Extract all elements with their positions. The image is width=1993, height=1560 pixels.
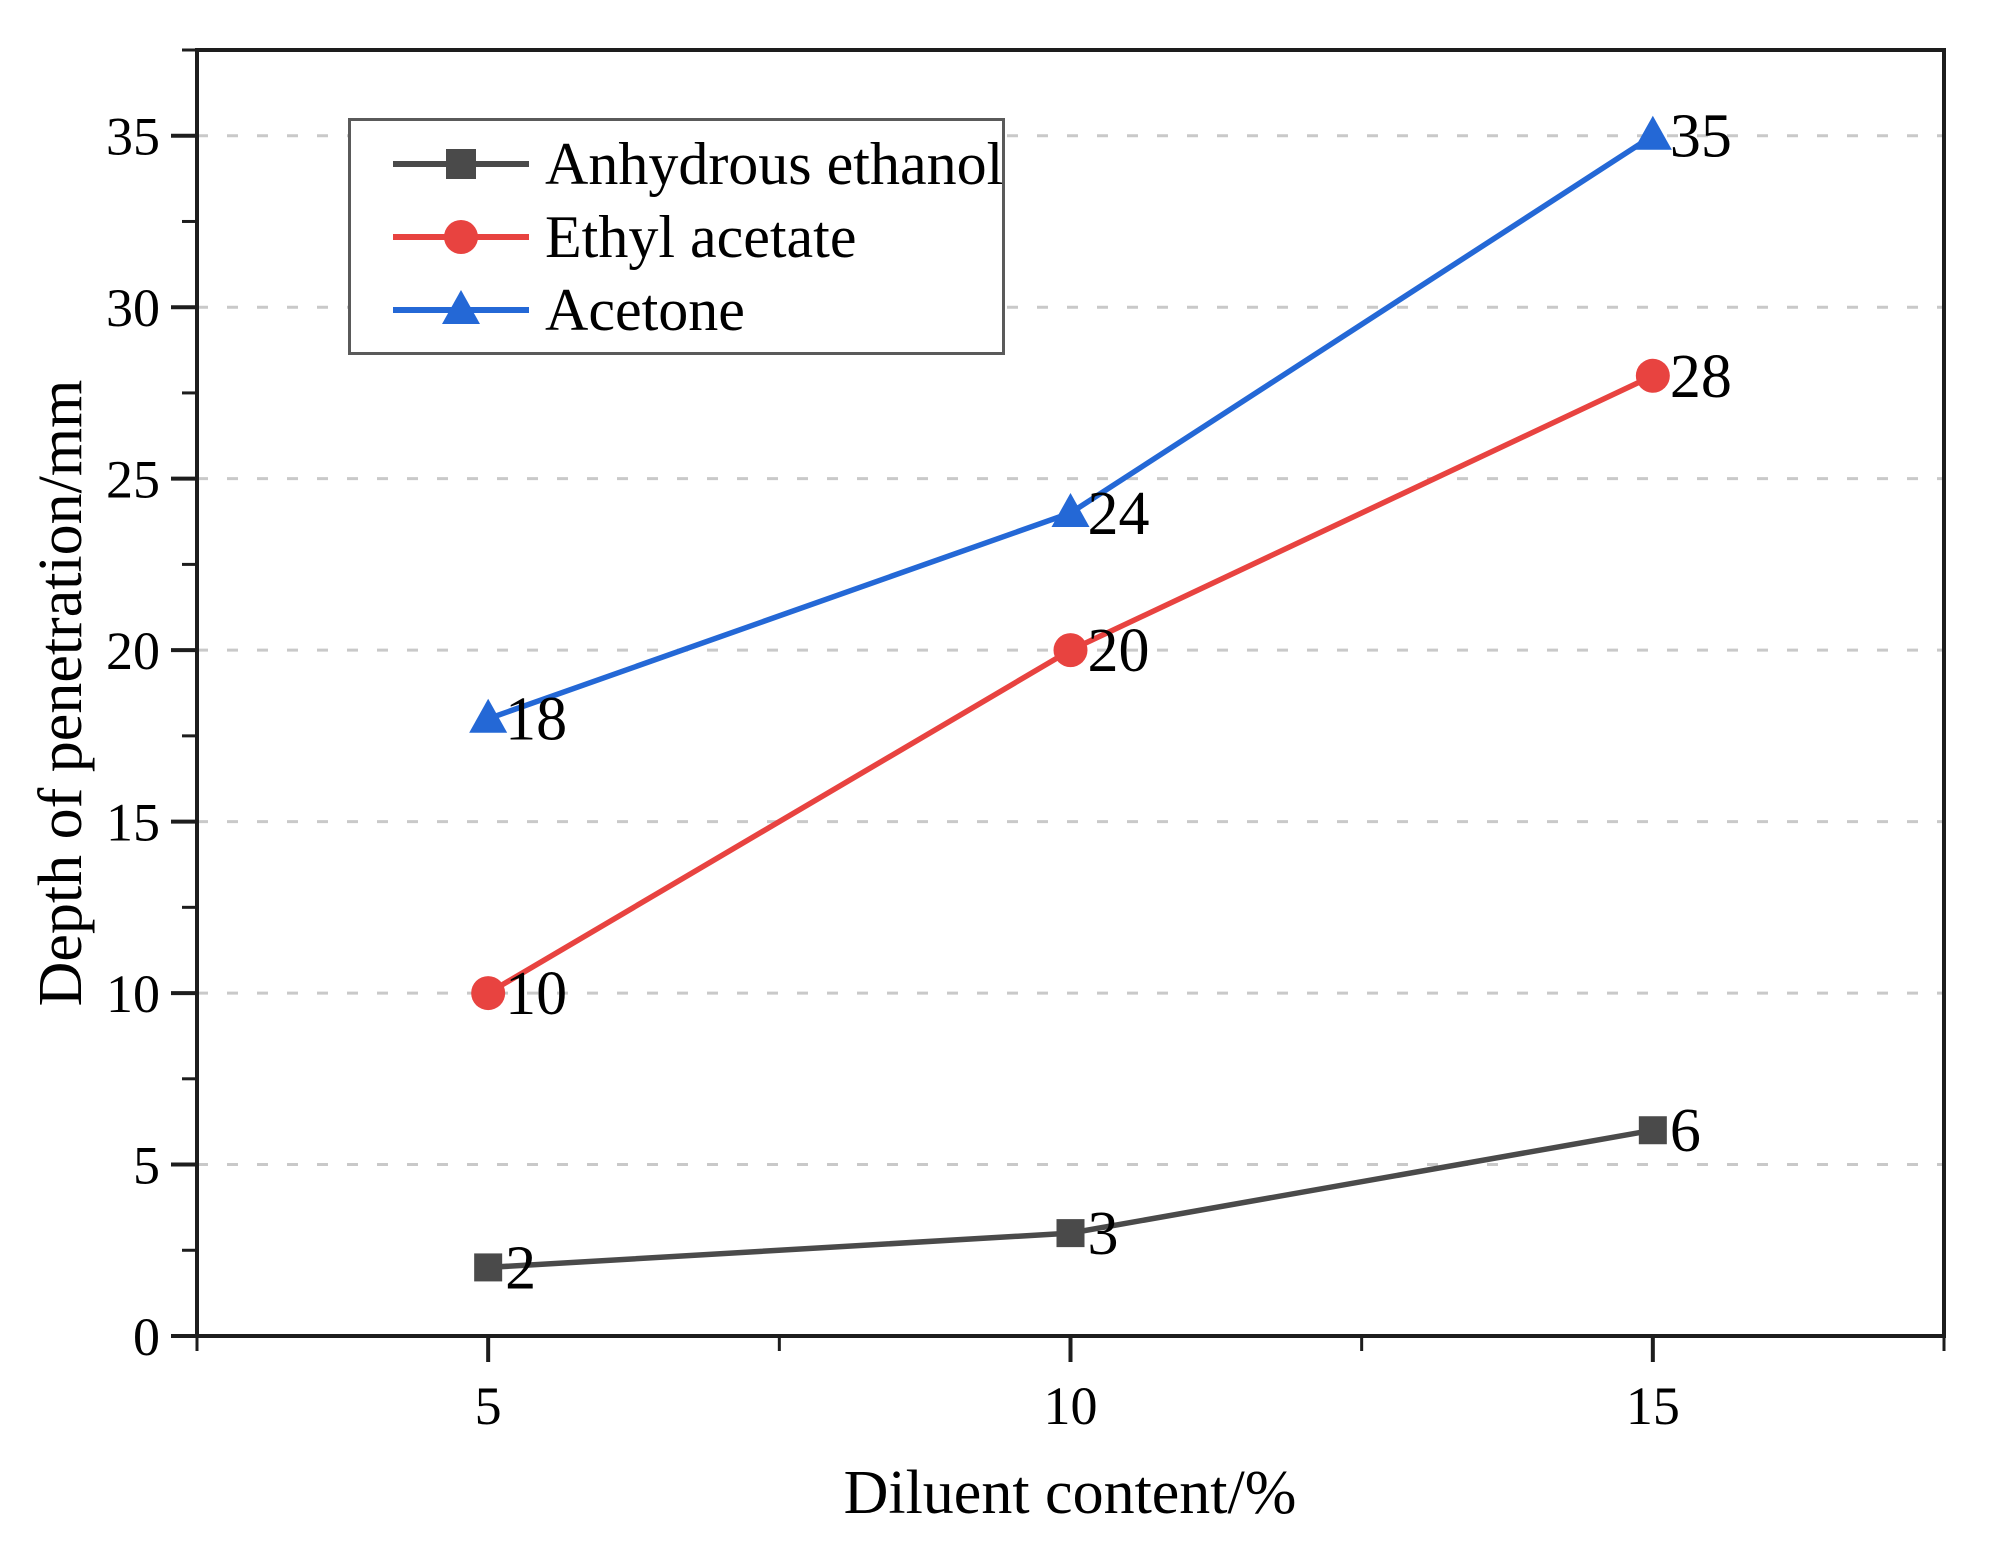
legend-label: Acetone: [545, 276, 745, 343]
y-tick-label: 35: [106, 107, 160, 167]
series-line-2: [486, 373, 1655, 996]
triangle-marker-icon: [442, 289, 480, 324]
data-point-marker-circle: [1635, 358, 1670, 393]
legend-label: Ethyl acetate: [545, 203, 857, 270]
y-tick-label: 25: [106, 450, 160, 510]
data-point-marker-square: [474, 1253, 503, 1282]
data-point-marker-triangle: [1633, 115, 1672, 150]
data-point-label: 18: [505, 686, 567, 754]
x-tick-label: 10: [1044, 1376, 1098, 1436]
square-marker-icon: [446, 148, 476, 179]
y-tick-label: 0: [133, 1307, 160, 1367]
data-point-label: 20: [1088, 617, 1150, 685]
legend-item-3: Acetone: [391, 275, 1002, 345]
legend-swatch-triangle: [393, 289, 529, 324]
data-point-label: 3: [1088, 1200, 1119, 1268]
y-tick-label: 20: [106, 621, 160, 681]
data-point-marker-triangle: [469, 698, 508, 733]
data-point-label: 28: [1670, 343, 1732, 411]
x-tick-label: 15: [1626, 1376, 1680, 1436]
circle-marker-icon: [444, 219, 478, 254]
legend-swatch-square: [393, 148, 529, 179]
x-axis-title: Diluent content/%: [843, 1459, 1297, 1527]
data-point-marker-circle: [471, 976, 506, 1011]
data-point-label: 6: [1670, 1097, 1701, 1165]
y-tick-label: 30: [106, 278, 160, 338]
legend-label: Anhydrous ethanol: [545, 130, 1004, 197]
y-tick-label: 10: [106, 964, 160, 1024]
data-point-label: 2: [505, 1234, 536, 1302]
data-point-label: 10: [505, 960, 567, 1028]
data-point-marker-circle: [1053, 633, 1088, 668]
data-point-marker-square: [1638, 1116, 1667, 1145]
data-point-label: 24: [1088, 480, 1150, 548]
y-axis-title: Depth of penetration/mm: [27, 379, 95, 1007]
chart-legend: Anhydrous ethanol Ethyl acetate Acetone: [348, 118, 1005, 355]
data-point-marker-square: [1056, 1219, 1085, 1248]
y-tick-label: 15: [106, 793, 160, 853]
legend-swatch-circle: [393, 219, 529, 254]
y-tick-label: 5: [133, 1136, 160, 1196]
legend-item-2: Ethyl acetate: [391, 202, 1002, 272]
legend-item-1: Anhydrous ethanol: [391, 129, 1004, 199]
x-tick-label: 5: [475, 1376, 502, 1436]
data-point-marker-triangle: [1051, 492, 1090, 527]
data-point-label: 35: [1670, 103, 1732, 171]
